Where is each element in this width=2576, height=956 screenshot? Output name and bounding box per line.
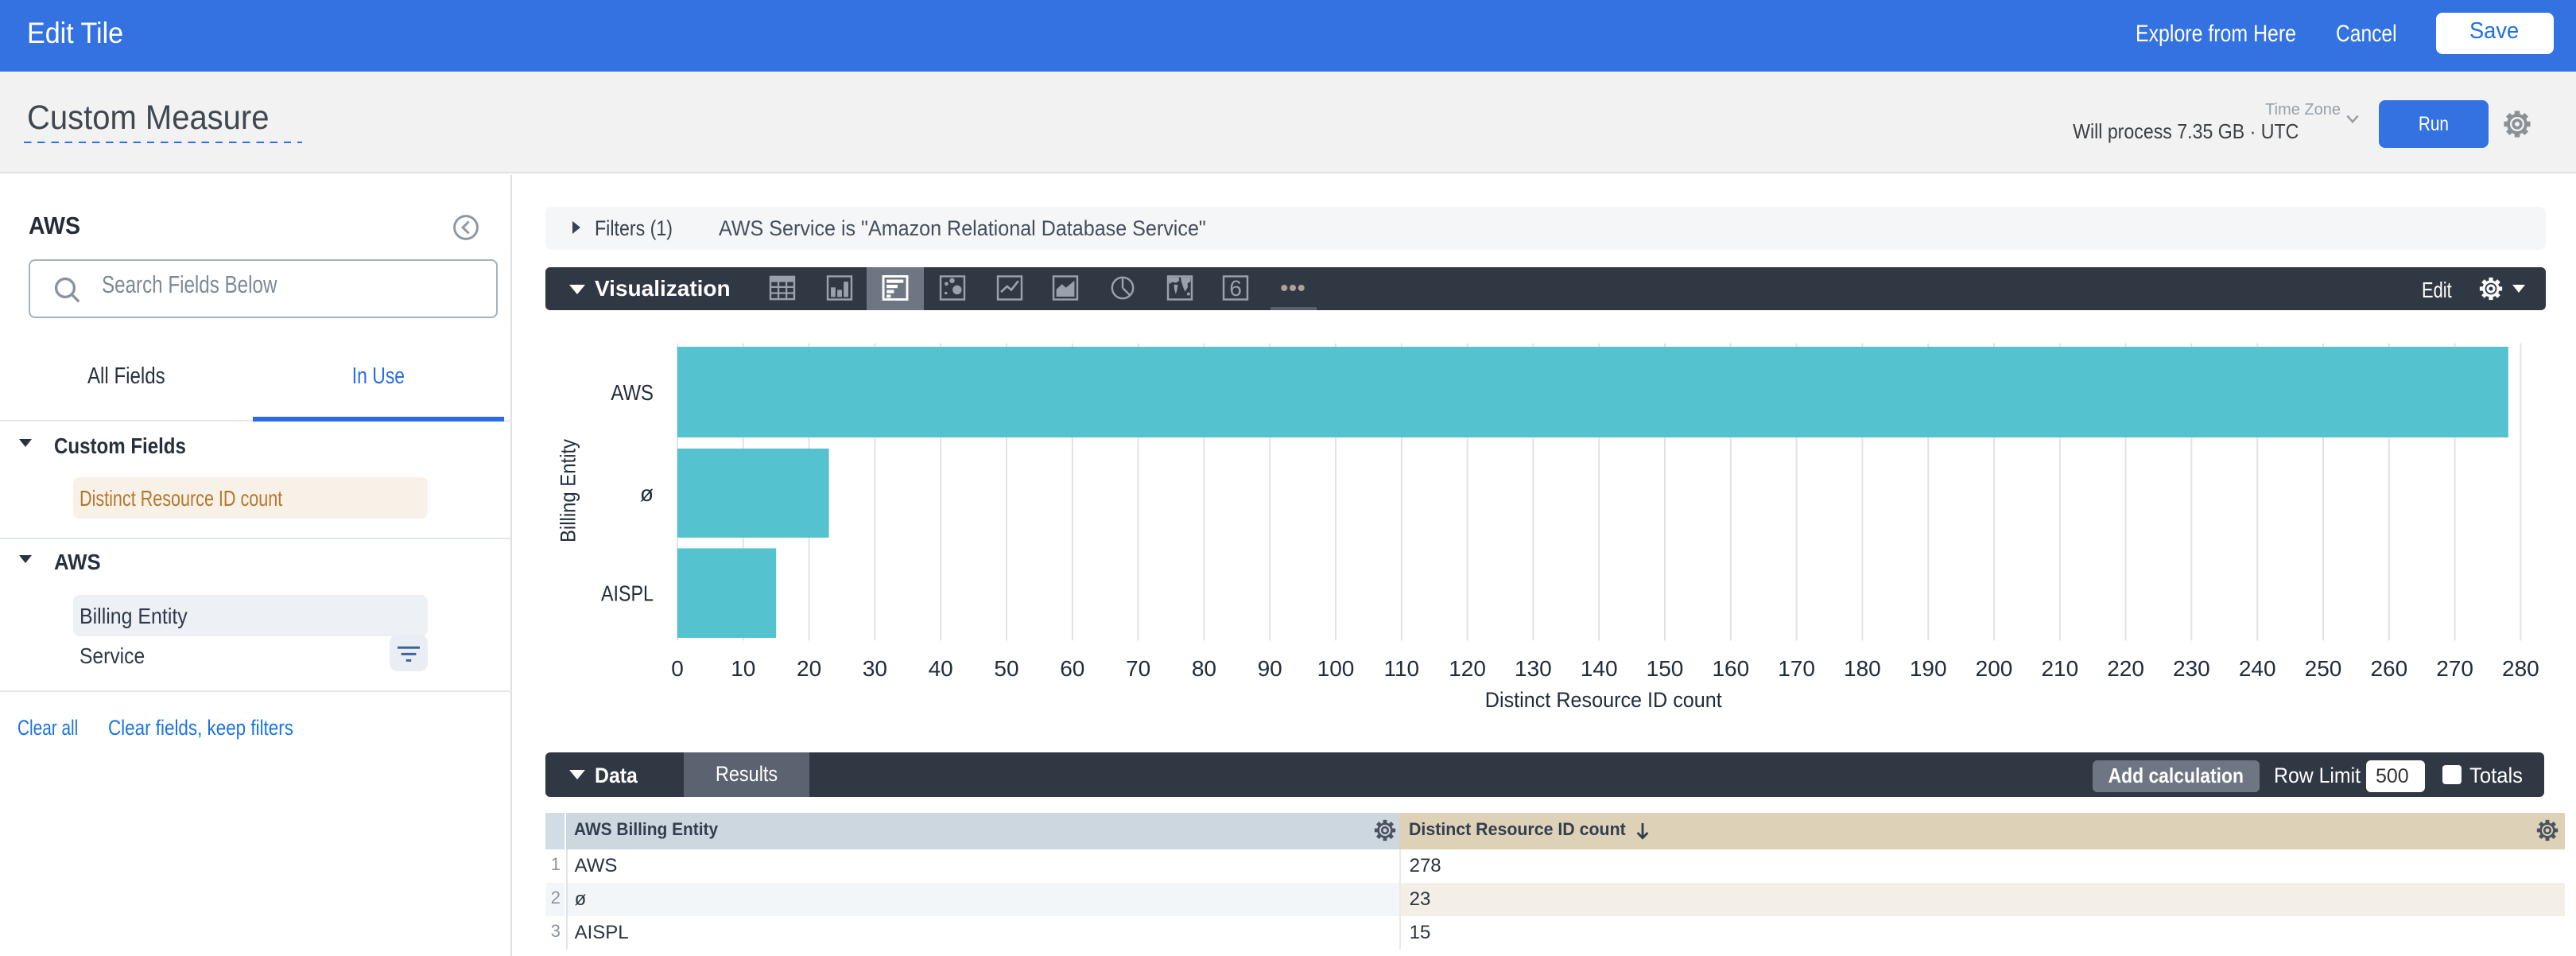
svg-text:AISPL: AISPL (601, 581, 654, 605)
svg-text:70: 70 (1126, 656, 1150, 681)
svg-text:Distinct Resource ID count: Distinct Resource ID count (1485, 688, 1722, 712)
svg-text:250: 250 (2305, 656, 2342, 681)
svg-text:130: 130 (1515, 656, 1552, 681)
svg-text:50: 50 (994, 656, 1018, 681)
svg-text:110: 110 (1383, 656, 1419, 681)
svg-text:20: 20 (797, 656, 821, 681)
svg-text:230: 230 (2173, 656, 2210, 681)
svg-text:210: 210 (2041, 656, 2078, 681)
svg-text:260: 260 (2370, 656, 2407, 681)
svg-text:6: 6 (1230, 277, 1243, 301)
svg-text:Billing Entity: Billing Entity (556, 439, 580, 542)
svg-text:30: 30 (863, 656, 887, 681)
svg-text:40: 40 (929, 656, 953, 681)
svg-text:240: 240 (2239, 656, 2276, 681)
svg-text:270: 270 (2436, 656, 2473, 681)
svg-text:220: 220 (2107, 656, 2144, 681)
svg-text:200: 200 (1976, 656, 2013, 681)
svg-text:190: 190 (1910, 656, 1947, 681)
svg-text:140: 140 (1581, 656, 1618, 681)
svg-text:180: 180 (1844, 656, 1881, 681)
svg-text:10: 10 (731, 656, 755, 681)
svg-text:0: 0 (671, 656, 684, 681)
svg-text:90: 90 (1258, 656, 1282, 681)
svg-text:160: 160 (1712, 656, 1749, 681)
svg-text:100: 100 (1317, 656, 1355, 681)
svg-text:60: 60 (1060, 656, 1084, 681)
svg-text:150: 150 (1647, 656, 1684, 681)
svg-text:170: 170 (1778, 656, 1815, 681)
svg-text:ø: ø (640, 481, 654, 506)
svg-text:80: 80 (1192, 656, 1216, 681)
svg-text:120: 120 (1449, 656, 1486, 681)
svg-text:AWS: AWS (611, 380, 654, 405)
svg-text:280: 280 (2502, 656, 2539, 681)
